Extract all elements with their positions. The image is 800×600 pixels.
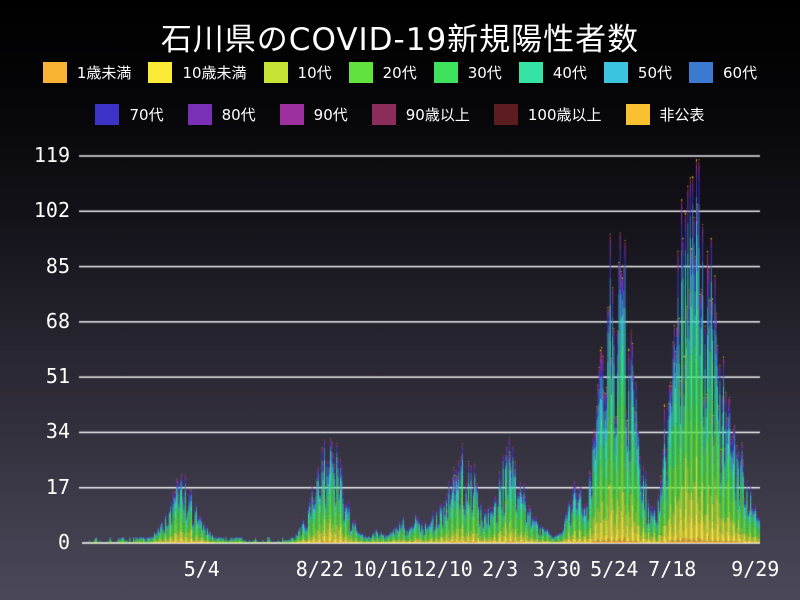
y-tick-label: 119 [33,143,70,167]
x-tick-label: 3/30 [532,557,581,581]
y-tick-label: 0 [57,530,70,554]
x-tick-label: 9/29 [731,557,780,581]
x-tick-label: 10/16 [352,557,413,581]
x-tick-label: 12/10 [412,557,473,581]
y-tick-label: 51 [45,364,70,389]
x-tick-label: 8/22 [295,557,344,581]
y-tick-label: 85 [45,253,70,278]
y-tick-label: 68 [45,308,70,333]
x-tick-label: 5/4 [183,557,220,581]
y-tick-label: 17 [45,474,70,499]
x-tick-label: 7/18 [648,557,697,581]
x-tick-label: 5/24 [590,557,639,581]
y-tick-label: 102 [33,198,70,223]
x-tick-label: 2/3 [482,557,519,581]
y-tick-label: 34 [45,419,70,444]
